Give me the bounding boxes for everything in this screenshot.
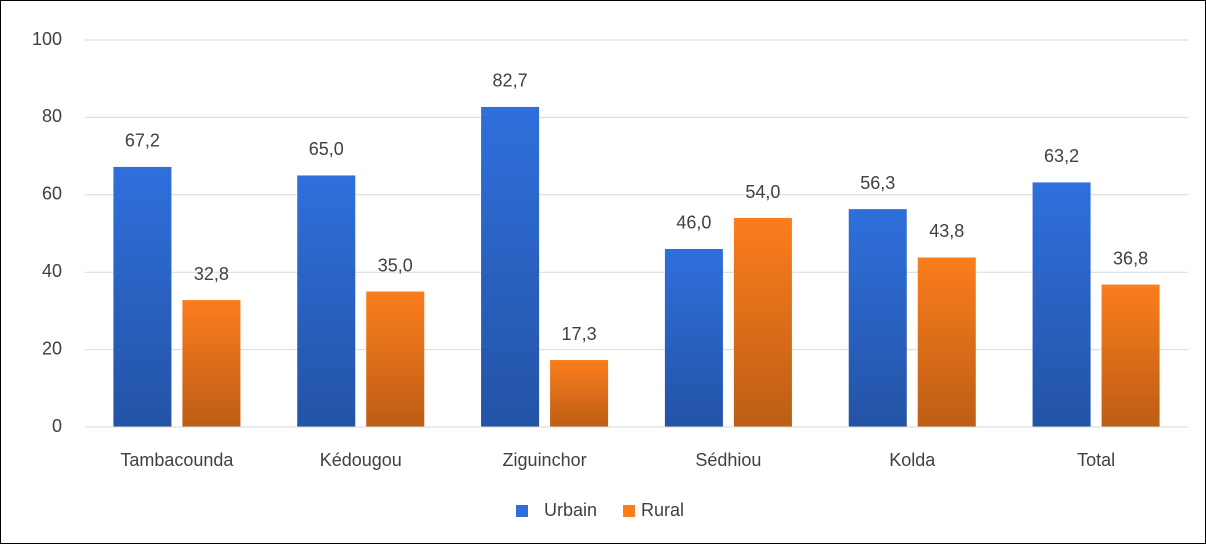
data-label: 17,3 (562, 324, 597, 344)
data-label: 54,0 (745, 182, 780, 202)
bar (113, 166, 172, 427)
x-tick-label: Kolda (889, 450, 936, 470)
bar (481, 106, 540, 428)
bar (182, 300, 241, 427)
legend-label: Rural (641, 500, 684, 520)
bar (366, 291, 425, 427)
x-tick-label: Total (1077, 450, 1115, 470)
y-tick-label: 80 (42, 106, 62, 126)
x-tick-label: Ziguinchor (503, 450, 587, 470)
bar (297, 175, 356, 427)
data-label: 46,0 (676, 213, 711, 233)
y-tick-label: 20 (42, 338, 62, 358)
data-label: 65,0 (309, 139, 344, 159)
y-tick-label: 60 (42, 184, 62, 204)
y-tick-label: 40 (42, 261, 62, 281)
bar (1101, 284, 1160, 427)
data-label: 36,8 (1113, 248, 1148, 268)
bar (917, 257, 976, 427)
data-label: 63,2 (1044, 146, 1079, 166)
legend-swatch (516, 505, 528, 517)
y-tick-label: 100 (32, 29, 62, 49)
x-tick-label: Tambacounda (120, 450, 234, 470)
x-tick-label: Kédougou (320, 450, 402, 470)
data-label: 35,0 (378, 255, 413, 275)
bar (1032, 182, 1091, 427)
data-label: 67,2 (125, 131, 160, 151)
data-label: 32,8 (194, 264, 229, 284)
bar (848, 209, 907, 427)
legend-label: Urbain (544, 500, 597, 520)
data-label: 56,3 (860, 173, 895, 193)
legend-swatch (623, 505, 635, 517)
data-label: 43,8 (929, 221, 964, 241)
data-label: 82,7 (493, 71, 528, 91)
bar (664, 248, 723, 427)
bar (550, 360, 609, 427)
y-tick-label: 0 (52, 416, 62, 436)
x-tick-label: Sédhiou (695, 450, 761, 470)
bar (733, 218, 792, 427)
